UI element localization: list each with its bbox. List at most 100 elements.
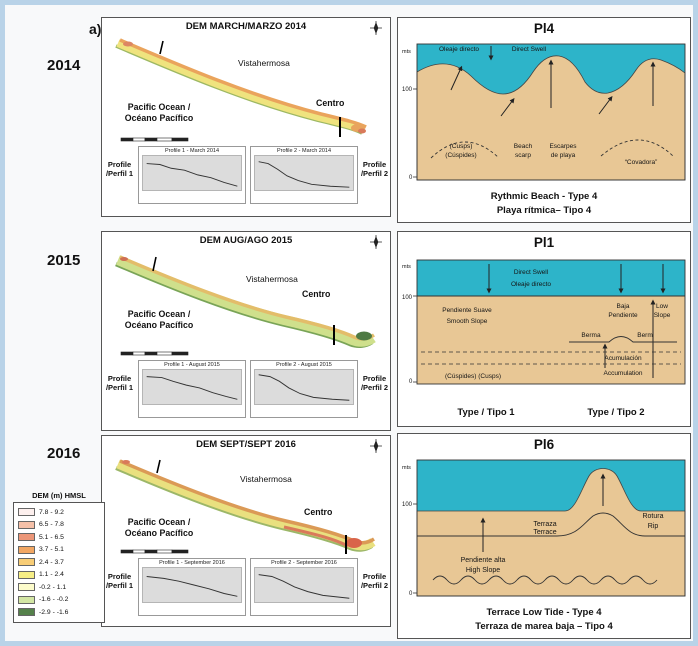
swell-label: Direct Swell: [514, 269, 549, 276]
inset-title: Profile 2 - March 2014: [276, 148, 332, 154]
diagram-title: Pl4: [533, 21, 555, 36]
rip-label: Rip: [648, 523, 659, 530]
caption-en: Terrace Low Tide - Type 4: [486, 607, 602, 618]
legend-title: DEM (m) HMSL: [32, 491, 86, 500]
dem-legend: DEM (m) HMSL 7.8 - 9.2 6.5 - 7.8 5.1 - 6…: [13, 491, 105, 623]
profile-1-plot: [142, 369, 242, 405]
map-title: DEM AUG/AGO 2015: [199, 235, 293, 246]
profile-1-inset: Profile 1 - March 2014: [138, 146, 246, 204]
centro-label: Centro: [304, 507, 333, 517]
inset-title: Profile 1 - September 2016: [159, 560, 225, 566]
ocean-label: Pacific Ocean / Océano Pacífico: [124, 517, 194, 538]
compass-icon: [370, 439, 382, 453]
profile-1-label: Profile /Perfil 1: [105, 160, 134, 178]
caption-es: Playa rítmica– Tipo 4: [496, 205, 592, 216]
slope-label: Slope: [654, 312, 671, 319]
inset-title: Profile 1 - August 2015: [164, 362, 220, 368]
profile-2-plot: [254, 155, 354, 191]
caption-en: Rythmic Beach - Type 4: [490, 191, 598, 202]
profile-2-label: Profile /Perfil 2: [360, 160, 389, 178]
berm-profile-line: [569, 336, 677, 343]
profile-2-inset: Profile 2 - August 2015: [250, 360, 358, 418]
dem-map-2015: [115, 255, 376, 348]
scarp-es-label-1: Escarpes: [549, 143, 577, 150]
diagram-title: Pl6: [533, 437, 555, 452]
profile-1-label: Profile /Perfil 1: [105, 572, 134, 590]
terrace-label: Terrace: [533, 529, 556, 536]
accretion-dashed-lines: [421, 351, 681, 365]
sand-area: [416, 468, 686, 597]
compass-icon: [370, 235, 382, 249]
axis-unit-label: mts: [402, 465, 411, 471]
elevation-axis: mts 100 0: [402, 465, 417, 597]
plot-border: [416, 459, 686, 597]
legend-item: 2.4 - 3.7: [18, 556, 100, 569]
diagram-panel-pl4: Pl4 Oleaje directo Direct Swell (Cusps): [397, 17, 691, 223]
centro-label: Centro: [316, 98, 345, 108]
acumulacion-label: Acumulación: [604, 355, 642, 362]
ocean-label: Pacific Ocean / Océano Pacífico: [124, 102, 194, 123]
cusps-label: (Cúspides) (Cusps): [445, 373, 501, 380]
cusps-en-label: (Cusps): [450, 143, 473, 150]
caption-type1: Type / Tipo 1: [457, 407, 515, 418]
inset-title: Profile 1 - March 2014: [164, 148, 220, 154]
profile-2-plot: [254, 567, 354, 603]
baja-label: Baja: [616, 303, 629, 310]
legend-item: -0.2 - 1.1: [18, 581, 100, 594]
scarp-en-label-1: Beach: [514, 143, 533, 150]
map-title: DEM SEPT/SEPT 2016: [196, 439, 296, 450]
place-label: Vistahermosa: [246, 274, 298, 284]
place-label: Vistahermosa: [240, 474, 292, 484]
profile-1-inset: Profile 1 - August 2015: [138, 360, 246, 418]
accumulation-label: Accumulation: [603, 370, 642, 377]
dem-panel-2014: DEM MARCH/MARZO 2014 Vistahermosa Pacifi…: [101, 17, 391, 217]
wave-pattern: [432, 575, 658, 585]
centro-label: Centro: [302, 289, 331, 299]
axis-100-label: 100: [402, 502, 413, 508]
cusp-arcs: [430, 139, 674, 159]
profile-transect-marks: [152, 256, 335, 345]
axis-100-label: 100: [402, 295, 413, 301]
caption-es: Terraza de marea baja – Tipo 4: [475, 621, 613, 632]
legend-item: 6.5 - 7.8: [18, 519, 100, 532]
oleaje-label: Oleaje directo: [439, 46, 479, 53]
oleaje-label: Oleaje directo: [511, 281, 551, 288]
year-label-2016: 2016: [47, 445, 81, 462]
legend-item: -1.6 - -0.2: [18, 594, 100, 607]
legend-item: 7.8 - 9.2: [18, 506, 100, 519]
axis-0-label: 0: [409, 175, 413, 181]
profile-2-inset: Profile 2 - March 2014: [250, 146, 358, 204]
legend-item: 3.7 - 5.1: [18, 544, 100, 557]
profile-2-plot: [254, 369, 354, 405]
scarp-en-label-2: scarp: [515, 152, 531, 159]
ocean-label: Pacific Ocean / Océano Pacífico: [124, 309, 194, 330]
swash-arrows: [450, 46, 656, 117]
legend-swatch: [18, 508, 35, 517]
low-label: Low: [656, 303, 668, 310]
dem-map-2014: [115, 38, 367, 137]
diagram-title: Pl1: [533, 235, 555, 250]
legend-swatch: [18, 570, 35, 579]
pendiente-label: Pendiente: [608, 312, 638, 319]
axis-0-label: 0: [409, 379, 413, 385]
legend-swatch: [18, 533, 35, 542]
pl6-diagram: Terraza Terrace Pendiente alta High Slop…: [402, 459, 686, 597]
elevation-axis: mts 100 0: [402, 264, 417, 385]
axis-unit-label: mts: [402, 49, 411, 55]
berm-label: Berm: [637, 332, 653, 339]
legend-item: -2.9 - -1.6: [18, 606, 100, 619]
beach-strip: [115, 255, 376, 348]
sand-area: [417, 296, 685, 384]
flow-arrows: [480, 473, 606, 552]
plot-border: [416, 259, 686, 385]
scarp-es-label-2: de playa: [551, 152, 576, 159]
dem-panel-2015: DEM AUG/AGO 2015 Vistahermosa Pacific Oc…: [101, 231, 391, 431]
water-area: [417, 260, 685, 296]
covadora-label: “Covadora”: [625, 159, 658, 166]
sand-area: [416, 55, 686, 181]
inset-title: Profile 2 - September 2016: [271, 560, 337, 566]
year-label-2014: 2014: [47, 57, 81, 74]
beach-strip: [115, 459, 376, 552]
scale-bar: [120, 137, 189, 142]
